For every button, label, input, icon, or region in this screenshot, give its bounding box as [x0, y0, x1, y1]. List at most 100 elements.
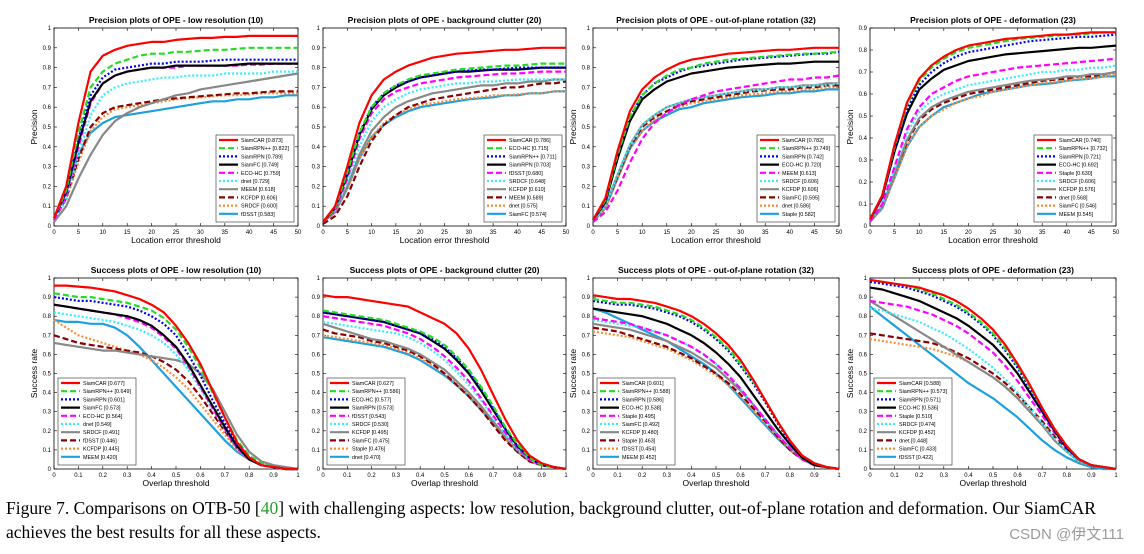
series-lines [52, 34, 299, 223]
series-lines [869, 278, 1117, 471]
series-line [592, 50, 840, 221]
series-line [53, 90, 298, 221]
x-tick-label: 35 [490, 230, 497, 236]
y-tick-label: 0.9 [43, 295, 52, 301]
x-tick-label: 10 [368, 230, 375, 236]
y-axis-label: Success rate [568, 349, 578, 398]
legend-entry: SiamRPN [0.586] [622, 397, 664, 403]
x-tick-label: 25 [990, 230, 997, 236]
y-tick-label: 0.8 [312, 66, 321, 72]
legend: SiamCAR [0.601] SiamRPN++ [0.588] SiamRPN … [596, 377, 676, 466]
y-tick-label: 0.7 [859, 333, 868, 339]
y-axis-label: Success rate [29, 349, 39, 398]
x-tick-label: 0.5 [989, 473, 998, 479]
figure-caption: Figure 7. Comparisons on OTB-50 [40] wit… [6, 496, 1140, 544]
y-tick-label: 0.3 [859, 410, 868, 416]
x-tick-label: 0.2 [99, 473, 108, 479]
y-tick-label: 1 [48, 26, 52, 32]
y-tick-label: 0.2 [43, 429, 52, 435]
citation-link[interactable]: 40 [260, 498, 279, 518]
legend-entry: KCFDP [0.606] [241, 195, 278, 201]
legend-entry: dnet [0.448] [899, 438, 928, 444]
legend-entry: ECO-HC [0.759] [241, 171, 281, 177]
x-tick-label: 0.9 [1087, 473, 1096, 479]
legend-box [873, 377, 953, 466]
legend-entry: SiamCAR [0.873] [241, 138, 283, 144]
x-tick-label: 0.8 [786, 473, 795, 479]
legend-entry: SiamRPN [0.703] [509, 163, 551, 169]
y-tick-label: 0.4 [582, 391, 591, 397]
y-tick-label: 0.4 [859, 391, 868, 397]
legend-entry: SiamRPN++ [0.586] [352, 389, 400, 395]
series-line [322, 328, 567, 471]
x-tick-label: 0.4 [687, 473, 696, 479]
x-tick-label: 50 [836, 230, 843, 236]
legend-box [326, 377, 406, 466]
series-line [869, 64, 1117, 223]
x-tick-label: 35 [221, 230, 228, 236]
legend-entry: SiamFC [0.595] [782, 195, 820, 201]
x-tick-label: 0.4 [147, 473, 156, 479]
y-tick-label: 0.3 [312, 410, 321, 416]
chart-title: Precision plots of OPE - low resolution … [89, 15, 263, 25]
y-axis-label: Precision [29, 109, 39, 144]
x-tick-label: 40 [786, 230, 793, 236]
x-axis-label: Overlap threshold [142, 478, 209, 488]
y-tick-label: 0.5 [312, 125, 321, 131]
chart-5: Success plots of OPE - low resolution (1… [29, 265, 300, 488]
y-tick-label: 0.2 [43, 184, 52, 190]
chart-2: Precision plots of OPE - background clut… [312, 15, 570, 245]
series-line [53, 70, 298, 221]
x-tick-label: 1 [837, 473, 841, 479]
x-tick-label: 0.6 [1013, 473, 1022, 479]
y-tick-label: 0.3 [43, 410, 52, 416]
legend: SiamCAR [0.873] SiamRPN++ [0.822] SiamRPN … [215, 134, 295, 223]
series-line [322, 62, 566, 223]
x-tick-label: 0 [52, 230, 56, 236]
legend-entry: MEEM [0.613] [782, 171, 817, 177]
legend: SiamCAR [0.782] SiamRPN++ [0.749] SiamRPN … [756, 134, 836, 223]
y-tick-label: 0 [864, 467, 868, 473]
series-line [322, 78, 566, 223]
series-line [592, 46, 839, 221]
y-tick-label: 1 [48, 276, 52, 282]
y-tick-label: 0.7 [582, 85, 591, 91]
legend-entry: SiamRPN [0.721] [1059, 154, 1101, 160]
y-tick-label: 0.4 [859, 136, 868, 142]
x-tick-label: 10 [99, 230, 106, 236]
legend-entry: SiamRPN++ [0.822] [241, 146, 289, 152]
x-tick-label: 0.6 [465, 473, 474, 479]
legend-entry: fDSST [0.446] [83, 438, 117, 444]
series-line [592, 294, 840, 471]
y-tick-label: 0.3 [582, 410, 591, 416]
legend-box [57, 377, 137, 466]
x-tick-label: 0.3 [123, 473, 132, 479]
x-axis-label: Location error threshold [948, 235, 1038, 245]
csdn-watermark: CSDN @伊文111 [1009, 526, 1124, 543]
legend-entry: SiamFC [0.433] [899, 447, 937, 453]
y-tick-label: 0.1 [312, 448, 321, 454]
y-tick-label: 1 [317, 26, 321, 32]
x-tick-label: 40 [246, 230, 253, 236]
chart-8: Success plots of OPE - deformation (23) 0… [845, 265, 1118, 488]
series-line [592, 74, 840, 223]
legend-entry: SRDCF [0.606] [1059, 179, 1096, 185]
x-tick-label: 0.8 [1063, 473, 1072, 479]
legend-entry: SRDCF [0.530] [352, 422, 389, 428]
x-tick-label: 0.7 [1038, 473, 1047, 479]
legend-entry: MEEM [0.618] [241, 187, 276, 193]
y-tick-label: 1 [317, 276, 321, 282]
y-tick-label: 0 [317, 467, 321, 473]
x-tick-label: 0.1 [343, 473, 352, 479]
chart-title: Success plots of OPE - out-of-plane rota… [618, 265, 814, 275]
y-tick-label: 0.8 [43, 66, 52, 72]
chart-title: Precision plots of OPE - background clut… [348, 15, 542, 25]
y-tick-label: 0.2 [859, 180, 868, 186]
y-axis-label: Success rate [845, 349, 855, 398]
y-tick-label: 0.1 [43, 448, 52, 454]
y-tick-label: 0.9 [43, 46, 52, 52]
legend-entry: fDSST [0.543] [352, 414, 386, 420]
series-line [322, 322, 567, 471]
legend-entry: SiamRPN++ [0.749] [782, 146, 830, 152]
legend-entry: MEEM [0.589] [509, 195, 544, 201]
